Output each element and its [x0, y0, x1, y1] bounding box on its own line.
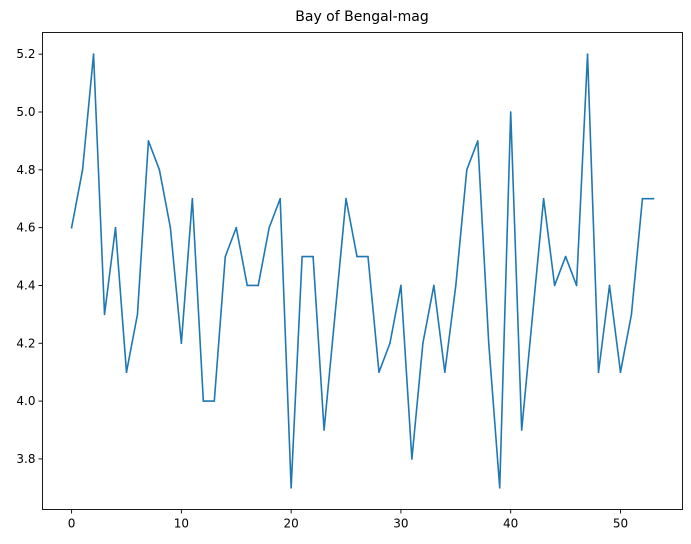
plot-area	[42, 32, 683, 510]
series-line	[70, 53, 655, 489]
data-point	[586, 53, 589, 55]
y-axis-ticks: 3.8 4.0 4.2 4.4 4.6 4.8 5.0 5.2	[16, 47, 43, 466]
data-point	[520, 429, 523, 431]
chart-title: Bay of Bengal-mag	[295, 9, 428, 25]
data-point	[169, 226, 172, 229]
data-point	[444, 371, 446, 373]
data-point	[92, 53, 95, 55]
data-point	[641, 197, 644, 200]
data-point	[652, 197, 655, 200]
data-point	[356, 255, 358, 258]
y-tick-label: 4.8	[16, 163, 35, 177]
data-point	[619, 371, 622, 373]
data-point	[411, 458, 413, 460]
y-tick-label: 5.2	[16, 47, 35, 61]
data-point	[158, 169, 161, 171]
y-tick-label: 4.4	[16, 278, 35, 292]
data-point	[575, 284, 578, 287]
data-point	[312, 255, 314, 258]
data-point	[213, 400, 216, 402]
data-point	[147, 140, 150, 142]
data-point	[597, 371, 600, 373]
data-point	[290, 487, 292, 489]
data-point	[114, 226, 117, 229]
data-point	[246, 284, 249, 287]
y-tick-label: 4.2	[16, 336, 35, 350]
data-point	[400, 284, 402, 287]
data-point	[81, 169, 84, 171]
data-point	[191, 197, 194, 200]
data-point	[564, 255, 567, 258]
data-point	[202, 400, 205, 402]
data-point	[389, 342, 391, 345]
plot-frame	[42, 32, 683, 510]
x-axis-ticks: 0 10 20 30 40 50	[68, 509, 628, 531]
x-tick-label: 50	[613, 517, 628, 531]
data-point	[630, 313, 633, 316]
data-point	[268, 226, 270, 229]
data-point	[180, 342, 183, 345]
x-tick-label: 0	[68, 517, 76, 531]
x-tick-label: 10	[174, 517, 189, 531]
y-tick-label: 4.0	[16, 394, 35, 408]
data-point	[553, 284, 556, 287]
data-point	[345, 197, 347, 200]
data-point	[125, 371, 128, 373]
data-point	[476, 140, 479, 142]
data-point	[433, 284, 435, 287]
data-point	[509, 111, 512, 113]
data-point	[367, 255, 369, 258]
y-tick-label: 3.8	[16, 452, 35, 466]
x-tick-label: 40	[503, 517, 518, 531]
data-point	[279, 197, 281, 200]
data-point	[498, 487, 501, 489]
x-tick-label: 20	[284, 517, 299, 531]
data-point	[422, 342, 424, 345]
data-point	[70, 226, 73, 229]
data-point	[465, 169, 468, 171]
series-points	[70, 53, 655, 489]
data-point	[224, 255, 227, 258]
data-point	[301, 255, 303, 258]
data-point	[487, 342, 490, 345]
x-tick-label: 30	[393, 517, 408, 531]
data-point	[334, 313, 336, 316]
y-tick-label: 5.0	[16, 105, 35, 119]
data-point	[257, 284, 260, 287]
data-point	[455, 284, 457, 287]
data-point	[531, 313, 534, 316]
y-tick-label: 4.6	[16, 221, 35, 235]
data-point	[103, 313, 106, 316]
data-point	[136, 313, 139, 316]
data-point	[235, 226, 238, 229]
data-point	[378, 371, 380, 373]
data-point	[542, 197, 545, 200]
data-point	[608, 284, 611, 287]
data-point	[323, 429, 325, 431]
